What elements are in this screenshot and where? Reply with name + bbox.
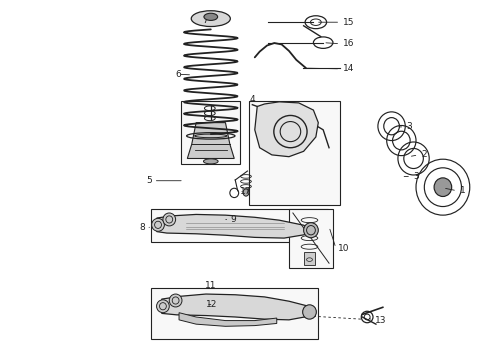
Ellipse shape [434, 178, 452, 197]
Text: 2: 2 [421, 150, 426, 159]
Text: 3: 3 [406, 122, 412, 131]
Ellipse shape [169, 294, 182, 307]
Ellipse shape [163, 213, 175, 226]
Text: 16: 16 [343, 39, 354, 48]
Text: 5: 5 [147, 176, 152, 185]
Polygon shape [179, 313, 277, 326]
Bar [249, 101, 340, 205]
Ellipse shape [304, 223, 318, 238]
Text: 3: 3 [414, 172, 419, 181]
Text: 12: 12 [206, 300, 217, 309]
Text: 13: 13 [374, 316, 386, 325]
Text: 4: 4 [249, 95, 255, 104]
Ellipse shape [157, 300, 169, 313]
Text: 17: 17 [240, 187, 251, 196]
Ellipse shape [191, 11, 230, 27]
Bar [304, 252, 316, 265]
Polygon shape [152, 215, 314, 238]
Bar [151, 209, 328, 242]
Bar [181, 101, 240, 164]
Polygon shape [255, 102, 318, 157]
Ellipse shape [243, 189, 249, 196]
Ellipse shape [152, 219, 164, 231]
Text: 9: 9 [230, 215, 236, 224]
Bar [289, 209, 333, 268]
Text: 15: 15 [343, 18, 354, 27]
Polygon shape [159, 294, 311, 320]
Polygon shape [187, 123, 234, 158]
Text: 14: 14 [343, 64, 354, 73]
Text: 7: 7 [202, 16, 208, 25]
Text: 8: 8 [140, 223, 146, 232]
Text: 6: 6 [176, 70, 181, 79]
Ellipse shape [303, 305, 317, 319]
Text: 1: 1 [460, 186, 465, 195]
Text: 10: 10 [338, 244, 349, 253]
Ellipse shape [203, 159, 218, 164]
Ellipse shape [204, 13, 218, 21]
Bar [151, 288, 318, 338]
Text: 11: 11 [205, 281, 217, 290]
